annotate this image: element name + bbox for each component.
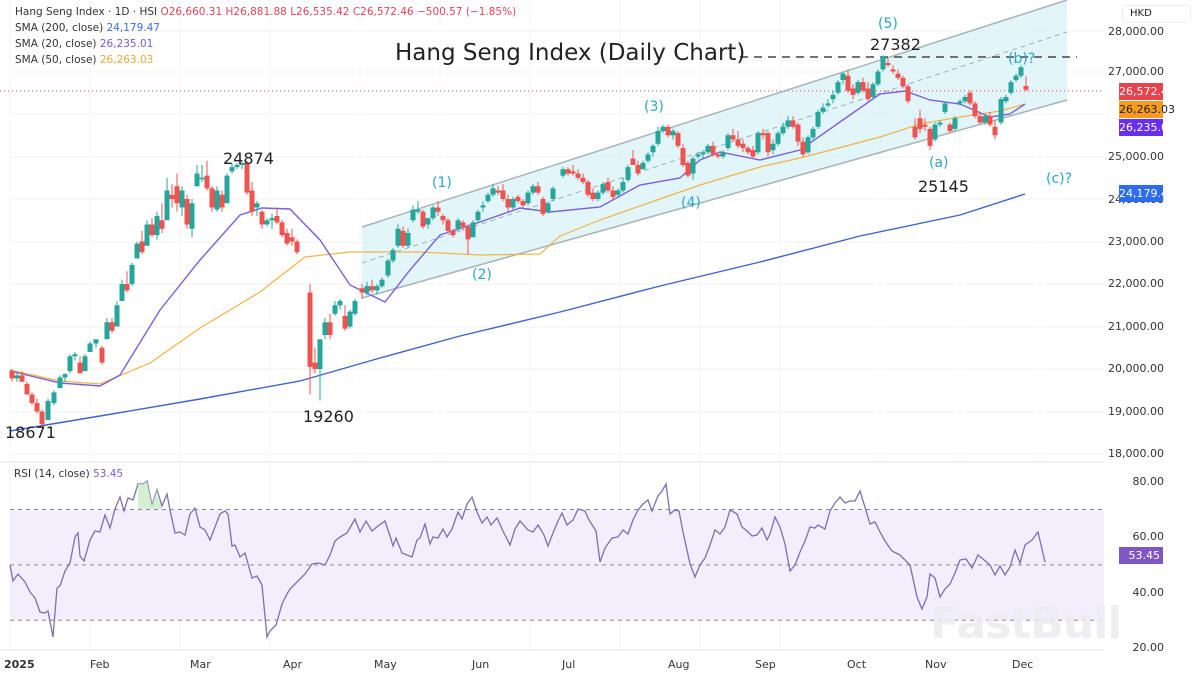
rsi-value: 53.45 xyxy=(93,468,124,480)
time-tick: 2025 xyxy=(4,658,35,671)
sma200-label: SMA (200, close) xyxy=(15,22,104,34)
sma20-row[interactable]: SMA (20, close) 26,235.01 xyxy=(15,36,516,52)
price-tick: 23,000.00 xyxy=(1108,235,1164,248)
time-tick: May xyxy=(374,658,397,671)
sma200-badge: 24,179.47 xyxy=(1119,185,1175,202)
high-mar-label: 24874 xyxy=(223,149,274,168)
rsi-tick: 80.00 xyxy=(1132,475,1165,488)
rsi-badge: 53.45 xyxy=(1119,547,1163,564)
chart-title: Hang Seng Index (Daily Chart) xyxy=(395,40,746,66)
ohlc-open: O26,660.31 xyxy=(160,6,223,18)
time-tick: Sep xyxy=(755,658,776,671)
time-tick: Dec xyxy=(1012,658,1034,671)
wave-3-label: (3) xyxy=(644,99,664,115)
time-tick: Oct xyxy=(847,658,867,671)
low-oct-label: 25145 xyxy=(918,177,969,196)
ohlc-close: C26,572.46 xyxy=(352,6,414,18)
ohlc-change: −500.57 (−1.85%) xyxy=(416,6,517,18)
wave-c-label: (c)? xyxy=(1046,171,1073,187)
sma50-value: 26,263.03 xyxy=(99,54,154,66)
rsi-tick: 20.00 xyxy=(1132,641,1165,654)
low-apr-label: 19260 xyxy=(303,407,354,426)
sma50-label: SMA (50, close) xyxy=(15,54,97,66)
time-tick: Aug xyxy=(668,658,690,671)
high-oct-label: 27382 xyxy=(870,35,921,54)
watermark-logo: FastBull xyxy=(930,598,1122,649)
time-tick: Jun xyxy=(472,658,490,671)
time-tick: Mar xyxy=(190,658,211,671)
sma20-value: 26,235.01 xyxy=(99,38,154,50)
time-tick: Apr xyxy=(283,658,303,671)
sma200-row[interactable]: SMA (200, close) 24,179.47 xyxy=(15,20,516,36)
price-tick: 18,000.00 xyxy=(1108,447,1164,460)
wave-5-label: (5) xyxy=(878,16,898,32)
rsi-legend[interactable]: RSI (14, close) 53.45 xyxy=(14,468,123,480)
wave-a-label: (a) xyxy=(929,155,949,171)
price-tick: 19,000.00 xyxy=(1108,405,1164,418)
ohlc-high: H26,881.88 xyxy=(225,6,287,18)
wave-b-label: (b)? xyxy=(1008,51,1036,67)
price-tick: 25,000.00 xyxy=(1108,150,1164,163)
sma20-badge: 26,235.01 xyxy=(1119,119,1175,136)
time-tick: Feb xyxy=(90,658,110,671)
low-jan-label: 18671 xyxy=(5,423,56,442)
sma200-value: 24,179.47 xyxy=(106,22,160,34)
wave-4-label: (4) xyxy=(681,195,701,211)
wave-1-label: (1) xyxy=(432,175,452,191)
wave-2-label: (2) xyxy=(472,267,492,283)
symbol-row: Hang Seng Index · 1D · HSI O26,660.31 H2… xyxy=(15,4,516,20)
sma50-badge: 26,263.03 xyxy=(1119,101,1175,118)
time-tick: Jul xyxy=(562,658,576,671)
rsi-tick: 60.00 xyxy=(1132,530,1165,543)
price-tick: 21,000.00 xyxy=(1108,320,1164,333)
price-tick: 22,000.00 xyxy=(1108,277,1164,290)
last-price-badge: 26,572.46 xyxy=(1119,83,1175,100)
sma20-label: SMA (20, close) xyxy=(15,38,97,50)
price-tick: 20,000.00 xyxy=(1108,362,1164,375)
time-tick: Nov xyxy=(925,658,947,671)
price-tick: 27,000.00 xyxy=(1108,65,1164,78)
ohlc-low: L26,535.42 xyxy=(290,6,350,18)
legend: Hang Seng Index · 1D · HSI O26,660.31 H2… xyxy=(15,4,516,68)
symbol-line: Hang Seng Index · 1D · HSI xyxy=(15,6,158,18)
rsi-label: RSI (14, close) xyxy=(14,468,90,480)
price-tick: 28,000.00 xyxy=(1108,25,1164,38)
rsi-tick: 40.00 xyxy=(1132,586,1165,599)
currency-selector[interactable]: HKD xyxy=(1122,5,1191,23)
sma50-row[interactable]: SMA (50, close) 26,263.03 xyxy=(15,52,516,68)
